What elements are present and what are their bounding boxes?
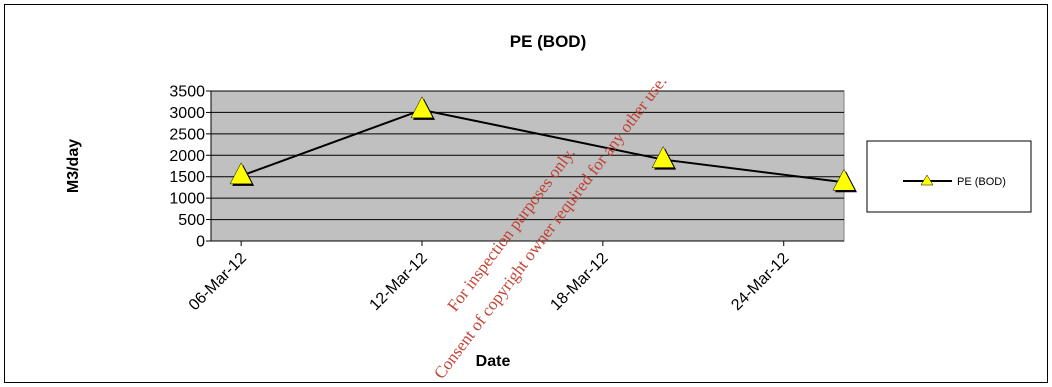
x-tick-label: 18-Mar-12	[547, 250, 611, 314]
y-tick-label: 2000	[169, 148, 205, 165]
series-layer	[229, 96, 857, 193]
y-axis-label: M3/day	[65, 139, 82, 193]
y-tick-label: 1500	[169, 169, 205, 186]
x-tick-label: 24-Mar-12	[728, 250, 792, 314]
x-axis-label: Date	[476, 353, 511, 370]
legend: PE (BOD)	[866, 140, 1032, 213]
series-line	[240, 108, 844, 184]
data-point	[229, 162, 253, 185]
data-point	[410, 96, 434, 119]
legend-box	[866, 140, 1032, 213]
data-point	[832, 168, 856, 191]
chart-frame	[4, 4, 1048, 383]
legend-marker	[920, 174, 934, 186]
y-tick-label: 3000	[169, 105, 205, 122]
gridlines	[211, 90, 844, 221]
y-axis-ticks: 0 500 1000 1500 2000 2500 3000 3500	[169, 84, 211, 251]
y-tick-label: 3500	[169, 84, 205, 101]
chart-title: PE (BOD)	[510, 32, 587, 51]
legend-label: PE (BOD)	[957, 176, 1006, 188]
x-tick-label: 12-Mar-12	[367, 250, 431, 314]
y-tick-label: 500	[178, 212, 205, 229]
x-tick-label: 06-Mar-12	[186, 250, 250, 314]
y-tick-label: 2500	[169, 126, 205, 143]
data-point	[651, 146, 675, 168]
y-tick-label: 1000	[169, 191, 205, 208]
y-tick-label: 0	[196, 234, 205, 251]
